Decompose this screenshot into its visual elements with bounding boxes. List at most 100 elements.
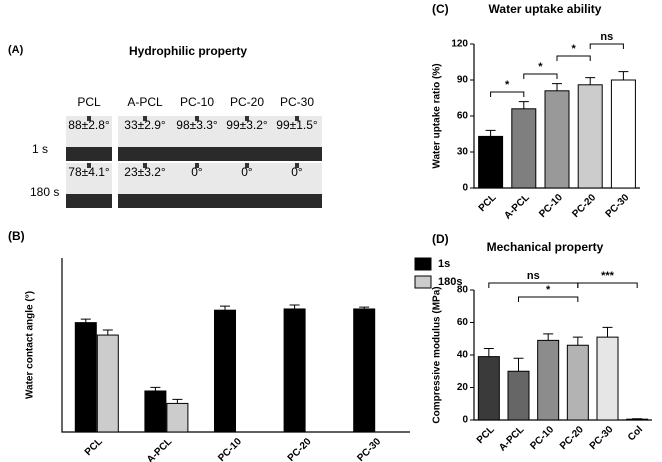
x-tick-label: Col xyxy=(626,424,645,443)
needle xyxy=(143,116,147,121)
bar xyxy=(577,84,603,189)
bar xyxy=(511,108,537,189)
legend-swatch xyxy=(414,257,432,271)
substrate xyxy=(118,194,172,208)
bar xyxy=(610,79,636,189)
substrate xyxy=(118,147,172,161)
error-bar xyxy=(585,77,596,85)
error-bar xyxy=(80,318,91,323)
angle-label: 33±2.9° xyxy=(124,118,166,132)
error-bar xyxy=(483,348,494,357)
angle-label: 98±3.3° xyxy=(176,118,218,132)
axis xyxy=(473,290,652,421)
needle xyxy=(195,163,199,168)
column-label: A-PCL xyxy=(127,95,163,109)
bar xyxy=(477,356,500,421)
substrate xyxy=(66,147,112,161)
bar xyxy=(144,390,167,433)
panel-title: Hydrophilic property xyxy=(129,44,247,58)
error-bar xyxy=(552,83,562,91)
y-tick-label: 120 xyxy=(451,39,468,50)
bar xyxy=(96,334,119,433)
error-bar xyxy=(602,326,613,338)
significance-label: * xyxy=(538,61,543,73)
error-bar xyxy=(618,71,629,80)
needle xyxy=(195,116,199,121)
x-tick-label: PCL xyxy=(477,192,499,214)
x-tick-label: PC-10 xyxy=(528,424,556,452)
error-bar xyxy=(220,305,230,311)
significance-bracket xyxy=(490,91,525,97)
x-tick-label: PC-20 xyxy=(558,424,586,452)
y-tick-label: 30 xyxy=(457,147,469,158)
error-bar xyxy=(102,329,113,336)
substrate xyxy=(172,194,222,208)
significance-bracket xyxy=(577,282,638,288)
significance-label: * xyxy=(505,79,510,91)
substrate xyxy=(222,194,272,208)
x-tick-label: PCL xyxy=(475,424,497,446)
chart-title: Mechanical property xyxy=(487,240,604,254)
x-tick-label: PC-10 xyxy=(216,436,244,462)
significance-label: *** xyxy=(601,270,615,282)
angle-label: 0° xyxy=(291,165,303,179)
significance-bracket xyxy=(589,43,624,49)
y-axis-title: Compressive modulus (MPa) xyxy=(432,286,443,423)
error-bar xyxy=(289,304,300,309)
panel-label: (C) xyxy=(432,2,449,16)
angle-label: 23±3.2° xyxy=(124,165,166,179)
significance-bracket xyxy=(556,55,591,61)
bar xyxy=(353,308,376,433)
x-tick-label: A-PCL xyxy=(502,192,531,221)
error-bar xyxy=(518,101,529,109)
x-tick-label: PC-10 xyxy=(537,192,565,220)
needle xyxy=(245,116,249,121)
needle xyxy=(295,163,299,168)
y-tick-label: 0 xyxy=(462,415,468,426)
y-axis-title: Water uptake ratio (%) xyxy=(432,63,443,168)
needle xyxy=(87,116,91,121)
x-tick-label: PC-30 xyxy=(355,436,383,462)
angle-label: 0° xyxy=(191,165,203,179)
row-label: 1 s xyxy=(32,142,48,156)
substrate xyxy=(272,194,322,208)
legend-label: 180s xyxy=(438,276,462,288)
substrate xyxy=(222,147,272,161)
significance-label: * xyxy=(546,284,551,296)
bar xyxy=(166,402,189,433)
bar xyxy=(596,336,619,421)
angle-label: 99±3.2° xyxy=(226,118,268,132)
legend-label: 1s xyxy=(438,258,450,270)
angle-label: 88±2.8° xyxy=(68,118,110,132)
panel-label: (A) xyxy=(8,44,24,56)
chart-title: Water uptake ability xyxy=(489,2,602,16)
y-tick-label: 0 xyxy=(462,183,468,194)
y-tick-label: 80 xyxy=(457,285,469,296)
bar xyxy=(626,418,649,421)
needle xyxy=(295,116,299,121)
x-tick-label: PC-30 xyxy=(588,424,616,452)
needle xyxy=(245,163,249,168)
error-bar xyxy=(150,386,161,391)
bar xyxy=(507,370,530,421)
bar xyxy=(283,308,306,433)
significance-bracket xyxy=(523,73,558,79)
substrate xyxy=(172,147,222,161)
significance-bracket xyxy=(488,282,579,288)
x-tick-label: PC-20 xyxy=(286,436,314,462)
error-bar xyxy=(359,306,370,309)
bar xyxy=(537,339,560,421)
substrate xyxy=(272,147,322,161)
x-tick-label: A-PCL xyxy=(145,436,174,462)
panel-label: (B) xyxy=(8,229,25,243)
error-bar xyxy=(543,333,554,341)
bar xyxy=(214,309,236,433)
angle-label: 0° xyxy=(241,165,253,179)
y-axis-title: Water contact angle (°) xyxy=(25,291,36,399)
error-bar xyxy=(485,129,496,137)
column-label: PC-30 xyxy=(280,95,314,109)
substrate xyxy=(66,194,112,208)
error-bar xyxy=(172,398,183,404)
x-tick-label: A-PCL xyxy=(497,424,526,453)
